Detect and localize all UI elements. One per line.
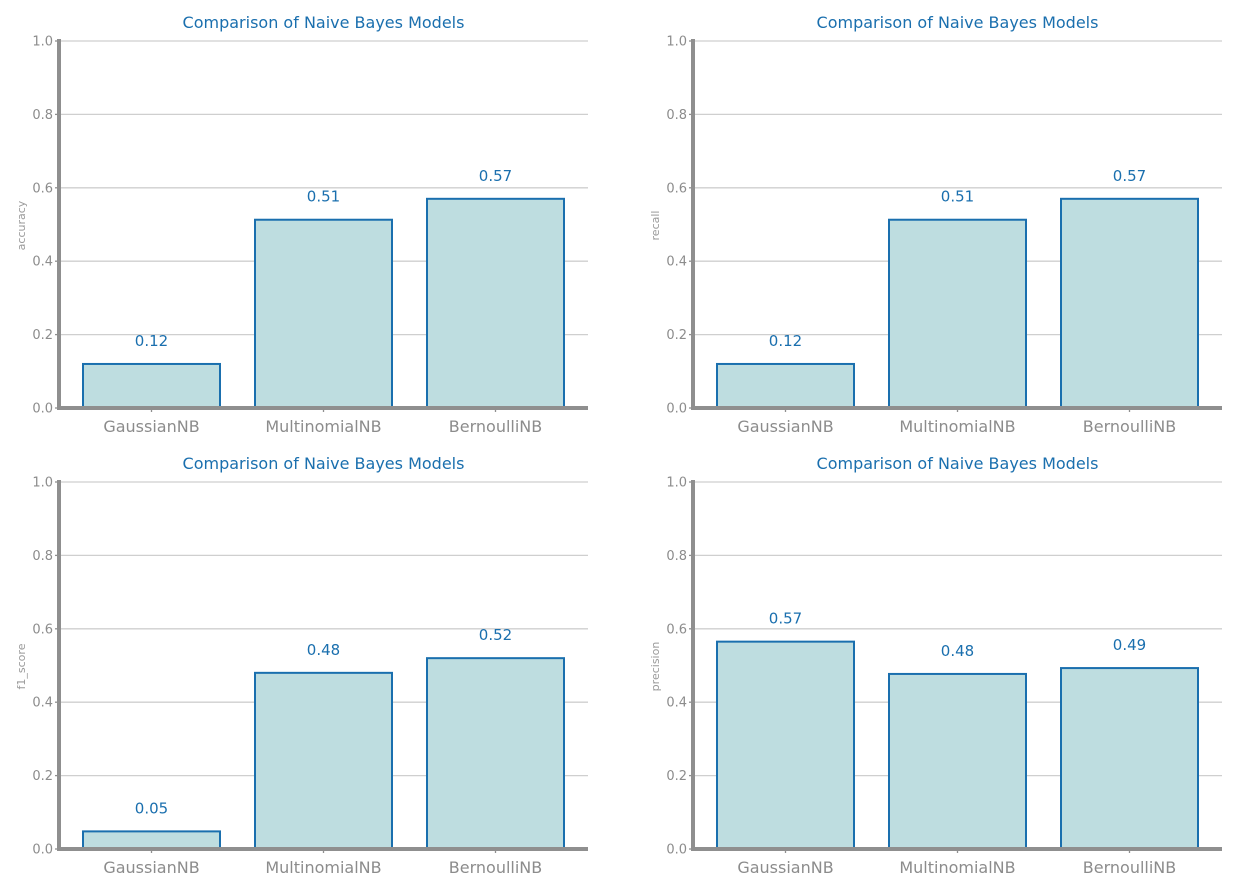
- x-tick-label: GaussianNB: [737, 858, 833, 877]
- bar-bernoullinb: [426, 197, 565, 409]
- y-tick-label: 0.8: [666, 549, 687, 564]
- bar-gaussiannb: [716, 362, 855, 409]
- y-tick-label: 1.0: [32, 35, 53, 50]
- y-tick-label: 0.0: [666, 843, 687, 858]
- bar-multinomialnb: [888, 672, 1027, 850]
- y-tick-label: 1.0: [32, 476, 53, 491]
- y-tick-label: 0.2: [666, 328, 687, 343]
- bar-multinomialnb: [254, 671, 393, 850]
- x-tick-label: GaussianNB: [103, 417, 199, 436]
- chart-title: Comparison of Naive Bayes Models: [817, 454, 1099, 473]
- y-tick-label: 0.2: [32, 328, 53, 343]
- data-label: 0.48: [307, 641, 340, 659]
- data-label: 0.48: [941, 642, 974, 660]
- chart-f1-score: 0.0 0.2 0.4 0.6 0.8 1.0 0.05 GaussianNB 0.48 Mult…: [15, 454, 588, 877]
- y-tick-label: 0.6: [666, 181, 687, 196]
- data-label: 0.05: [135, 799, 168, 817]
- y-tick-label: 0.8: [32, 108, 53, 123]
- y-tick-label: 0.4: [32, 255, 53, 270]
- bar-gaussiannb: [716, 640, 855, 850]
- data-label: 0.52: [479, 626, 512, 644]
- y-tick-label: 0.4: [666, 696, 687, 711]
- y-tick-label: 0.8: [32, 549, 53, 564]
- x-tick-label: BernoulliNB: [1083, 858, 1176, 877]
- x-tick-label: BernoulliNB: [449, 858, 542, 877]
- y-tick-label: 1.0: [666, 35, 687, 50]
- y-tick-label: 0.0: [32, 402, 53, 417]
- bar-gaussiannb: [82, 362, 221, 409]
- chart-panel-f1-score: 0.0 0.2 0.4 0.6 0.8 1.0 0.05 GaussianNB 0.48 Mult…: [0, 441, 618, 887]
- chart-panel-recall: 0.0 0.2 0.4 0.6 0.8 1.0 0.12 GaussianNB 0.51 Mult…: [634, 0, 1236, 446]
- data-label: 0.12: [769, 332, 802, 350]
- data-label: 0.51: [941, 188, 974, 206]
- x-tick-label: BernoulliNB: [1083, 417, 1176, 436]
- bar-multinomialnb: [888, 218, 1027, 409]
- y-tick-label: 0.8: [666, 108, 687, 123]
- y-tick-label: 0.4: [666, 255, 687, 270]
- y-tick-label: 0.2: [32, 769, 53, 784]
- bar-bernoullinb: [1060, 197, 1199, 409]
- y-axis-label: accuracy: [15, 200, 28, 250]
- x-tick-label: MultinomialNB: [899, 417, 1015, 436]
- chart-title: Comparison of Naive Bayes Models: [817, 13, 1099, 32]
- x-tick-label: GaussianNB: [737, 417, 833, 436]
- x-tick-label: MultinomialNB: [265, 858, 381, 877]
- y-axis-label: precision: [649, 642, 662, 692]
- bar-bernoullinb: [426, 657, 565, 850]
- x-tick-label: MultinomialNB: [899, 858, 1015, 877]
- y-tick-label: 0.2: [666, 769, 687, 784]
- x-tick-label: BernoulliNB: [449, 417, 542, 436]
- y-axis-label: f1_score: [15, 643, 28, 689]
- chart-panel-accuracy: 0.0 0.2 0.4 0.6 0.8 1.0 0.12 GaussianNB 0.51 Mult…: [0, 0, 618, 446]
- x-tick-label: GaussianNB: [103, 858, 199, 877]
- data-label: 0.51: [307, 188, 340, 206]
- x-tick-label: MultinomialNB: [265, 417, 381, 436]
- chart-accuracy: 0.0 0.2 0.4 0.6 0.8 1.0 0.12 GaussianNB 0.51 Mult…: [15, 13, 588, 436]
- chart-title: Comparison of Naive Bayes Models: [183, 454, 465, 473]
- bar-gaussiannb: [82, 830, 221, 851]
- y-axis-label: recall: [649, 211, 662, 241]
- y-tick-label: 0.0: [32, 843, 53, 858]
- y-tick-label: 0.6: [32, 181, 53, 196]
- chart-panel-precision: 0.0 0.2 0.4 0.6 0.8 1.0 0.57 GaussianNB 0.48 Mult…: [634, 441, 1236, 887]
- chart-title: Comparison of Naive Bayes Models: [183, 13, 465, 32]
- bar-bernoullinb: [1060, 667, 1199, 850]
- data-label: 0.12: [135, 332, 168, 350]
- y-tick-label: 1.0: [666, 476, 687, 491]
- bar-multinomialnb: [254, 218, 393, 409]
- chart-recall: 0.0 0.2 0.4 0.6 0.8 1.0 0.12 GaussianNB 0.51 Mult…: [649, 13, 1222, 436]
- y-tick-label: 0.4: [32, 696, 53, 711]
- y-tick-label: 0.6: [32, 622, 53, 637]
- y-tick-label: 0.0: [666, 402, 687, 417]
- y-tick-label: 0.6: [666, 622, 687, 637]
- data-label: 0.57: [1113, 167, 1146, 185]
- chart-precision: 0.0 0.2 0.4 0.6 0.8 1.0 0.57 GaussianNB 0.48 Mult…: [649, 454, 1222, 877]
- data-label: 0.57: [479, 167, 512, 185]
- data-label: 0.49: [1113, 636, 1146, 654]
- data-label: 0.57: [769, 610, 802, 628]
